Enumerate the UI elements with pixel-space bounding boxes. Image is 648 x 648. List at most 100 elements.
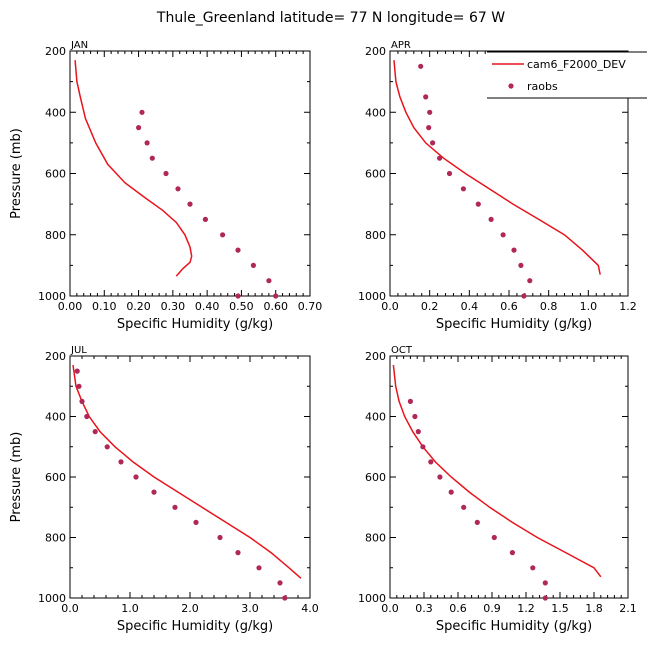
y-tick-label-apr: 400 — [365, 106, 386, 119]
x-tick-label-oct: 0.0 — [381, 602, 399, 615]
obs-point-oct — [474, 519, 480, 526]
obs-point-jan — [220, 232, 226, 238]
panel-apr: 0.0 0.2 0.4 0.6 0.8 1.0 1.2 200 400 600 800 1000 APR… — [358, 40, 637, 332]
y-tick-label-apr: 600 — [365, 168, 386, 181]
x-tick-label-oct: 0.6 — [449, 602, 467, 615]
obs-point-apr — [521, 293, 527, 299]
obs-point-oct — [415, 429, 421, 435]
y-tick-label-oct: 400 — [365, 411, 386, 424]
obs-point-jul — [92, 429, 98, 435]
obs-point-jul — [172, 504, 178, 510]
y-tick-label-jan: 400 — [45, 106, 66, 119]
panel-label-jul: JUL — [70, 345, 87, 356]
obs-point-jul — [79, 398, 85, 404]
plot-frame-jul — [69, 355, 311, 599]
x-tick-label-jul: 4.0 — [301, 602, 319, 615]
x-tick-label-oct: 0.3 — [415, 602, 433, 615]
plot-frame-oct — [389, 355, 629, 599]
obs-point-jul — [235, 550, 241, 556]
x-tick-label-apr: 1.0 — [580, 300, 598, 313]
x-axis-label-jan: Specific Humidity (g/kg) — [117, 317, 273, 332]
x-tick-label-oct: 1.5 — [551, 602, 569, 615]
x-tick-label-jan: 0.60 — [263, 300, 288, 313]
obs-point-jul — [217, 534, 223, 541]
x-tick-label-jul: 1.0 — [121, 602, 139, 615]
legend-obs-swatch — [508, 83, 514, 89]
obs-point-jan — [136, 125, 142, 131]
obs-point-jan — [139, 109, 145, 115]
y-tick-label-oct: 600 — [365, 471, 386, 484]
obs-point-jul — [256, 565, 262, 571]
obs-point-oct — [461, 504, 467, 510]
panel-label-jan: JAN — [70, 40, 88, 51]
obs-point-jul — [193, 519, 199, 526]
x-tick-label-jan: 0.30 — [161, 300, 186, 313]
x-tick-label-jan: 0.20 — [126, 300, 151, 313]
y-tick-label-oct: 800 — [365, 532, 386, 545]
y-tick-label-apr: 200 — [365, 45, 386, 58]
obs-point-jul — [277, 580, 283, 586]
obs-point-jul — [118, 459, 124, 465]
obs-point-jul — [151, 489, 157, 495]
obs-point-apr — [430, 140, 436, 146]
obs-point-apr — [427, 109, 433, 115]
legend: cam6_F2000_DEV raobs — [487, 51, 647, 99]
plot-frame-jan — [69, 50, 311, 297]
model-line-jan — [74, 60, 193, 277]
obs-point-jan — [187, 201, 193, 207]
obs-point-jan — [175, 186, 181, 192]
panel-label-apr: APR — [391, 40, 411, 51]
panel-oct: 0.0 0.3 0.6 0.9 1.2 1.5 1.8 2.1 200 400 600 800 1000… — [358, 345, 637, 634]
y-tick-label-oct: 200 — [365, 350, 386, 363]
y-tick-label-jan: 1000 — [38, 290, 66, 303]
x-axis-label-oct: Specific Humidity (g/kg) — [436, 619, 592, 634]
obs-point-oct — [428, 459, 434, 465]
obs-point-apr — [446, 170, 453, 177]
obs-point-apr — [511, 247, 517, 253]
obs-point-jan — [149, 155, 155, 161]
obs-point-oct — [542, 595, 548, 601]
x-tick-label-apr: 1.2 — [619, 300, 637, 313]
x-axis-label-apr: Specific Humidity (g/kg) — [436, 317, 592, 332]
obs-point-oct — [491, 534, 497, 541]
x-tick-label-jan: 0.00 — [58, 300, 83, 313]
obs-point-oct — [412, 413, 418, 420]
y-tick-label-jan: 800 — [45, 229, 66, 242]
obs-point-jan — [144, 140, 150, 146]
y-tick-label-jul: 600 — [45, 471, 66, 484]
legend-model-label: cam6_F2000_DEV — [527, 58, 626, 71]
x-tick-label-jul: 0.0 — [61, 602, 79, 615]
x-tick-label-oct: 1.2 — [517, 602, 535, 615]
panel-label-oct: OCT — [391, 345, 413, 356]
y-tick-label-apr: 1000 — [358, 290, 386, 303]
y-axis-label-jan: Pressure (mb) — [9, 128, 24, 219]
obs-point-oct — [420, 444, 426, 450]
x-tick-label-apr: 0.2 — [421, 300, 439, 313]
panel-jul: 0.0 1.0 2.0 3.0 4.0 200 400 600 800 1000 JUL Specif… — [9, 345, 319, 634]
obs-point-jul — [76, 383, 82, 389]
obs-point-jul — [104, 444, 110, 450]
obs-point-apr — [475, 201, 481, 207]
obs-point-oct — [542, 580, 548, 586]
y-tick-label-jul: 800 — [45, 532, 66, 545]
x-axis-label-jul: Specific Humidity (g/kg) — [117, 619, 273, 634]
x-tick-label-jan: 0.40 — [195, 300, 220, 313]
y-tick-label-apr: 800 — [365, 229, 386, 242]
x-tick-label-oct: 2.1 — [619, 602, 637, 615]
x-tick-label-jan: 0.10 — [92, 300, 117, 313]
obs-point-jan — [202, 216, 208, 222]
obs-point-apr — [488, 216, 494, 222]
x-tick-label-jul: 2.0 — [181, 602, 199, 615]
obs-point-oct — [448, 489, 454, 495]
obs-point-apr — [518, 262, 524, 268]
obs-point-jan — [273, 293, 279, 299]
y-tick-label-jan: 200 — [45, 45, 66, 58]
obs-point-oct — [530, 565, 536, 571]
panel-jan: 0.00 0.10 0.20 0.30 0.40 0.50 0.60 0.70 200 400 60… — [9, 40, 322, 332]
figure-title: Thule_Greenland latitude= 77 N longitude… — [156, 10, 505, 26]
obs-point-jul — [133, 474, 139, 480]
obs-point-oct — [509, 550, 515, 556]
model-line-apr — [393, 60, 601, 275]
obs-point-oct — [437, 474, 443, 480]
